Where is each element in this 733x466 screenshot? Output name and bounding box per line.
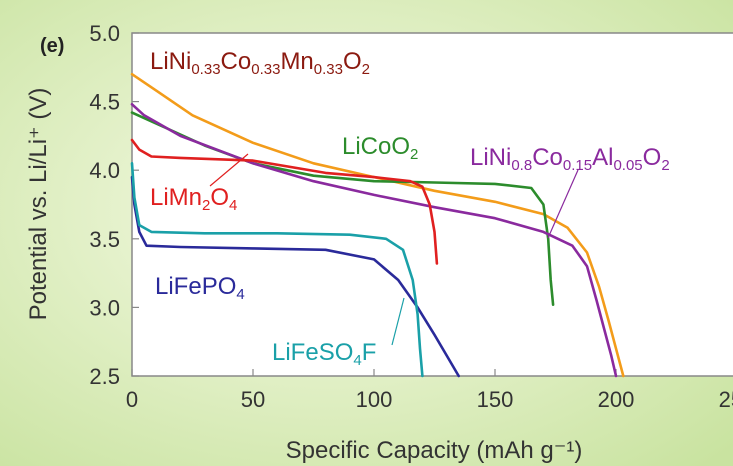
y-tick-label: 3.0	[89, 295, 120, 320]
discharge-curves	[130, 72, 625, 378]
curve-lifepo4	[130, 175, 461, 378]
x-tick-label: 250	[719, 387, 733, 412]
y-axis-title: Potential vs. Li/Li⁺ (V)	[25, 88, 52, 321]
x-tick-label: 0	[126, 387, 138, 412]
series-labels: LiNi0.33Co0.33Mn0.33O2 LiCoO2 LiNi0.8Co0.1…	[150, 48, 670, 369]
plot-area	[131, 32, 733, 377]
curve-lini0-8co0-15al0-05o2	[130, 103, 618, 378]
curve-lini0-33co0-33mn0-33o2	[130, 72, 625, 378]
curve-lifeso4f	[130, 162, 424, 378]
series-label-licoo2: LiCoO2	[342, 133, 418, 163]
panel-label: (e)	[40, 35, 64, 57]
leader-limn2o4	[209, 153, 249, 187]
y-tick-label: 3.5	[89, 227, 120, 252]
curve-limn2o4	[130, 138, 439, 265]
leader-lifeso4f	[391, 297, 405, 346]
y-tick-label: 4.0	[89, 158, 120, 183]
x-tick-label: 200	[598, 387, 635, 412]
x-axis-title: Specific Capacity (mAh g⁻¹)	[286, 437, 583, 464]
series-label-lifepo4: LiFePO4	[155, 273, 245, 303]
series-label-limn2o4: LiMn2O4	[150, 184, 237, 214]
series-label-lini0-33co0-33mn0-33o2: LiNi0.33Co0.33Mn0.33O2	[150, 48, 370, 78]
label-leader-lines	[209, 153, 579, 346]
y-tick-label: 5.0	[89, 21, 120, 46]
series-label-lini0-8co0-15al0-05o2: LiNi0.8Co0.15Al0.05O2	[470, 144, 670, 174]
x-tick-label: 150	[477, 387, 514, 412]
axis-ticks: 0 50 100 150 200 250 2.5 3.0 3.5 4.0 4.5 5.0	[89, 21, 733, 412]
x-tick-label: 100	[356, 387, 393, 412]
series-label-lifeso4f: LiFeSO4F	[272, 339, 376, 369]
y-tick-label: 4.5	[89, 90, 120, 115]
leader-lini0-8co0-15al0-05o2	[547, 169, 579, 239]
y-tick-label: 2.5	[89, 364, 120, 389]
x-tick-label: 50	[241, 387, 265, 412]
